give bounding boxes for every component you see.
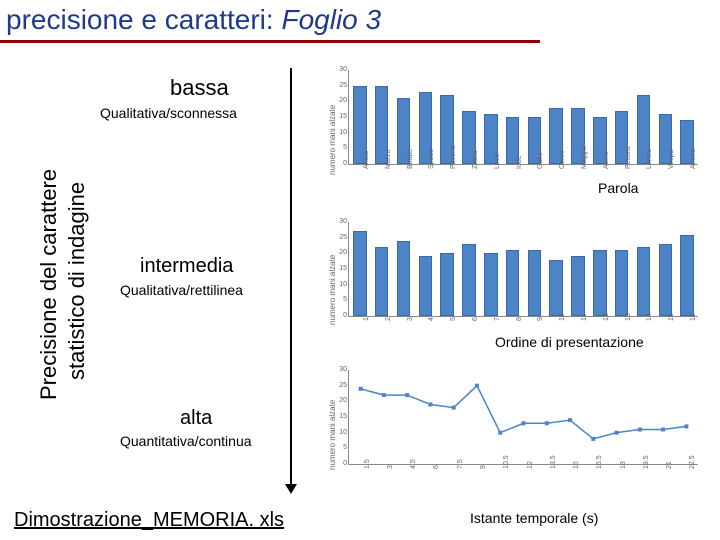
bar bbox=[506, 250, 520, 316]
y-axis-line1: Precisione del carattere bbox=[36, 169, 62, 400]
bar bbox=[593, 250, 607, 316]
bar bbox=[462, 244, 476, 316]
chart2-xlabel: Ordine di presentazione bbox=[495, 334, 644, 350]
bar bbox=[615, 250, 629, 316]
bar bbox=[397, 241, 411, 316]
title-italic: Foglio 3 bbox=[281, 4, 381, 35]
chart3-xlabel: Istante temporale (s) bbox=[470, 510, 598, 526]
bar bbox=[353, 231, 367, 316]
bar bbox=[484, 253, 498, 316]
title-underline bbox=[0, 40, 540, 43]
chart1: 051015202530AristaMarzoBufaloSpadePavone… bbox=[348, 70, 698, 165]
bar bbox=[419, 256, 433, 316]
sublabel-intermedia: Qualitativa/rettilinea bbox=[120, 282, 243, 298]
y-axis-line2: statistico di indagine bbox=[64, 182, 90, 380]
chart1-xlabel: Parola bbox=[598, 180, 638, 196]
label-bassa: bassa bbox=[170, 75, 229, 101]
bar bbox=[440, 253, 454, 316]
bar bbox=[571, 256, 585, 316]
title-prefix: precisione e caratteri: bbox=[6, 4, 281, 35]
precision-arrow bbox=[290, 68, 292, 486]
bar bbox=[528, 250, 542, 316]
bar bbox=[549, 260, 563, 316]
bar bbox=[375, 247, 389, 316]
bar bbox=[659, 244, 673, 316]
label-intermedia: intermedia bbox=[140, 255, 233, 278]
bar bbox=[680, 235, 694, 316]
sublabel-bassa: Qualitativa/sconnessa bbox=[100, 105, 237, 121]
demo-link[interactable]: Dimostrazione_MEMORIA. xls bbox=[14, 509, 284, 532]
label-alta: alta bbox=[180, 407, 212, 430]
page-title: precisione e caratteri: Foglio 3 bbox=[6, 4, 381, 36]
sublabel-alta: Quantitativa/continua bbox=[120, 433, 252, 449]
chart2: 05101520253012345678910111213141516 bbox=[348, 222, 698, 317]
chart3: 0510152025301.534.567.5910.51213.51516.5… bbox=[348, 370, 698, 465]
bar bbox=[637, 247, 651, 316]
